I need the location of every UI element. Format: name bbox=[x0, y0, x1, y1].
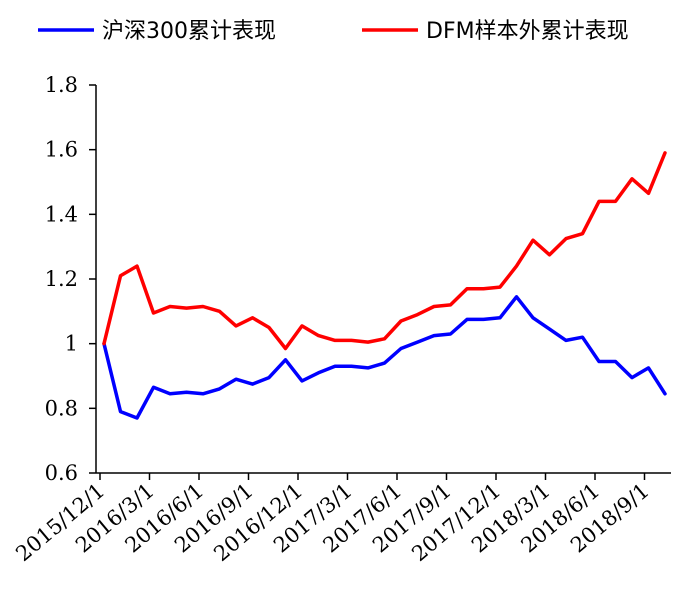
legend: 沪深300累计表现 DFM样本外累计表现 bbox=[38, 19, 629, 44]
legend-label-1: 沪深300累计表现 bbox=[102, 19, 276, 44]
y-tick-label: 0.6 bbox=[45, 461, 78, 485]
y-tick-label: 1.6 bbox=[45, 138, 78, 162]
y-tick-label: 1.4 bbox=[45, 202, 78, 226]
y-tick-label: 1 bbox=[65, 332, 78, 356]
series-line-1 bbox=[102, 295, 667, 420]
y-tick-label: 1.2 bbox=[45, 267, 78, 291]
x-axis: 2015/12/12016/3/12016/6/12016/9/12016/12… bbox=[11, 472, 671, 566]
y-tick-label: 1.8 bbox=[45, 73, 78, 97]
y-axis: 0.6 0.8 1 1.2 1.4 1.6 1.8 bbox=[45, 73, 97, 485]
legend-label-2: DFM样本外累计表现 bbox=[426, 19, 629, 44]
y-tick-label: 0.8 bbox=[45, 396, 78, 420]
series-layer bbox=[102, 151, 667, 420]
series-line-2 bbox=[102, 151, 667, 351]
